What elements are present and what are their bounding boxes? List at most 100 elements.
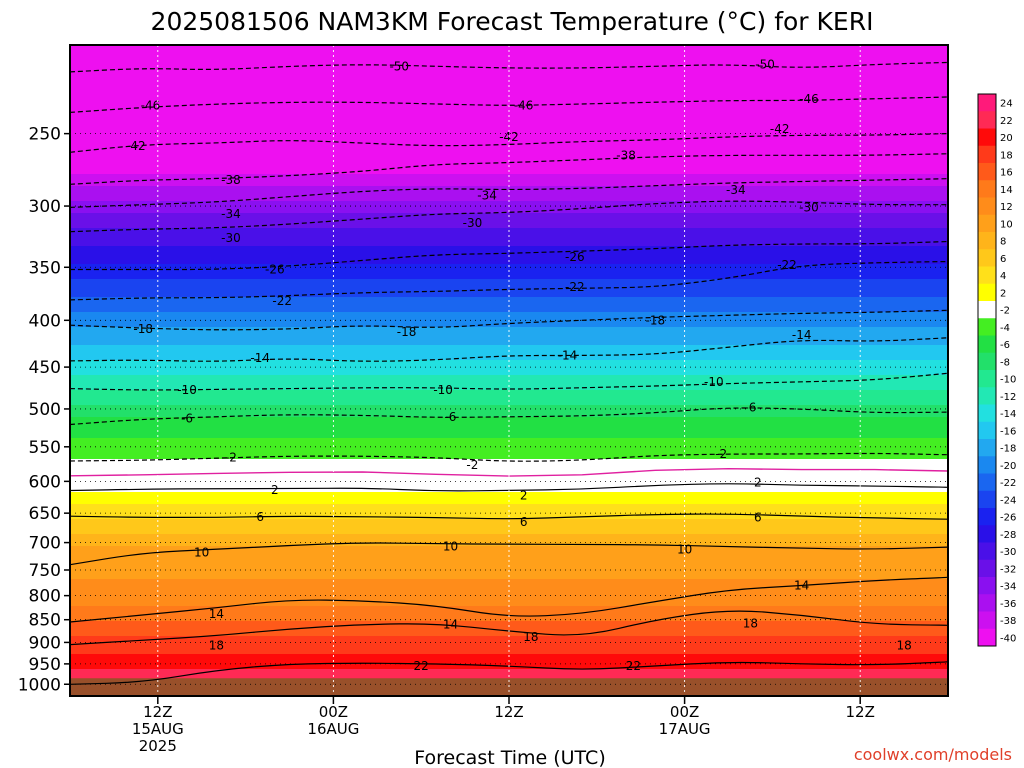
isotherm-line [69,260,949,301]
temperature-band [70,213,948,217]
colorbar-tick-label: 10 [1000,219,1013,230]
colorbar-tick-label: -2 [1000,306,1010,317]
colorbar-swatch [978,145,996,164]
isotherm-label: -30 [221,231,241,245]
temperature-band [70,558,948,562]
temperature-band [70,102,948,106]
temperature-band [70,603,948,607]
temperature-band [70,303,948,307]
temperature-band [70,498,948,502]
axis-layer: 2503003504004505005506006507007508008509… [18,44,949,755]
x-tick-label: 00Z [319,703,348,721]
temperature-band [70,366,948,370]
isotherm-label: -10 [177,383,197,397]
temperature-band [70,627,948,631]
isotherm-line [69,542,949,566]
colorbar-swatch [978,404,996,423]
temperature-band [70,591,948,595]
temperature-band [70,606,948,610]
temperature-band [70,216,948,220]
temperature-band [70,72,948,76]
colorbar-swatch [978,490,996,509]
isotherm-label: -18 [133,322,153,336]
isotherm-label: -34 [477,188,497,202]
temperature-band [70,108,948,112]
isotherm-label: -46 [141,99,161,113]
colorbar-tick-label: 24 [1000,99,1013,110]
temperature-band [70,171,948,175]
colorbar-tick-label: 14 [1000,185,1013,196]
temperature-band [70,162,948,166]
isotherm-label: -30 [463,216,483,230]
temperature-band [70,318,948,322]
isotherm-label: 2 [271,483,279,497]
temperature-band [70,426,948,430]
isotherm-label: -2 [466,458,478,472]
temperature-band [70,177,948,181]
temperature-band [70,393,948,397]
isotherm-label: -46 [514,99,534,113]
temperature-band [70,66,948,70]
y-tick-label: 750 [29,561,61,581]
isotherm-label: 18 [523,630,538,644]
isotherm-label: 10 [677,542,692,556]
isotherm-line [69,178,949,208]
isotherm-label: -34 [221,207,241,221]
isotherm-line [69,200,948,233]
temperature-band [70,222,948,226]
temperature-band [70,198,948,202]
temperature-band [70,378,948,382]
temperature-band [70,48,948,52]
temperature-band [70,387,948,391]
colorbar-swatch [978,508,996,526]
colorbar-tick-label: -28 [1000,530,1016,541]
isotherm-label: 10 [443,540,458,554]
colorbar-swatch [978,214,996,233]
isotherm-label: -22 [565,280,585,294]
y-tick-label: 550 [29,438,61,458]
temperature-band [70,351,948,355]
isotherm-label: 18 [743,616,758,630]
x-tick-label: 12Z [846,703,875,721]
temperature-band [70,333,948,337]
temperature-band [70,528,948,532]
temperature-band [70,282,948,286]
ground-below-surface [70,678,948,696]
isotherm-label: -14 [250,351,270,365]
temperature-band [70,147,948,151]
temperature-band [70,447,948,451]
colorbar-swatch [978,611,996,630]
credit-text: coolwx.com/models [854,745,1012,764]
colorbar-tick-label: 8 [1000,237,1006,248]
colorbar-swatch [978,163,996,181]
temperature-band [70,372,948,376]
temperature-band [70,441,948,445]
x-axis-label: Forecast Time (UTC) [414,747,605,768]
x-tick-label: 17AUG [659,720,711,738]
temperature-band [70,252,948,256]
temperature-band [70,396,948,400]
colorbar-swatch [978,628,996,647]
isotherm-label: -26 [265,263,285,277]
temperature-band [70,507,948,511]
isotherm-line [69,133,949,153]
temperature-band [70,423,948,427]
temperature-band [70,186,948,190]
isotherm-line [69,309,949,331]
isotherm-label: 10 [194,546,209,560]
isotherm-line [69,452,949,462]
temperature-band [70,633,948,637]
temperature-band [70,267,948,271]
temperature-band [70,207,948,211]
colorbar-tick-label: 22 [1000,116,1013,127]
isotherm-label: -6 [744,400,756,414]
y-tick-label: 350 [29,258,61,278]
isotherm-line [69,513,949,520]
temperature-band [70,618,948,622]
colorbar-frame [977,93,997,647]
colorbar-swatch [978,370,996,388]
temperature-band [70,321,948,325]
temperature-band [70,357,948,361]
temperature-band [70,291,948,295]
colorbar-tick-label: -26 [1000,513,1016,524]
